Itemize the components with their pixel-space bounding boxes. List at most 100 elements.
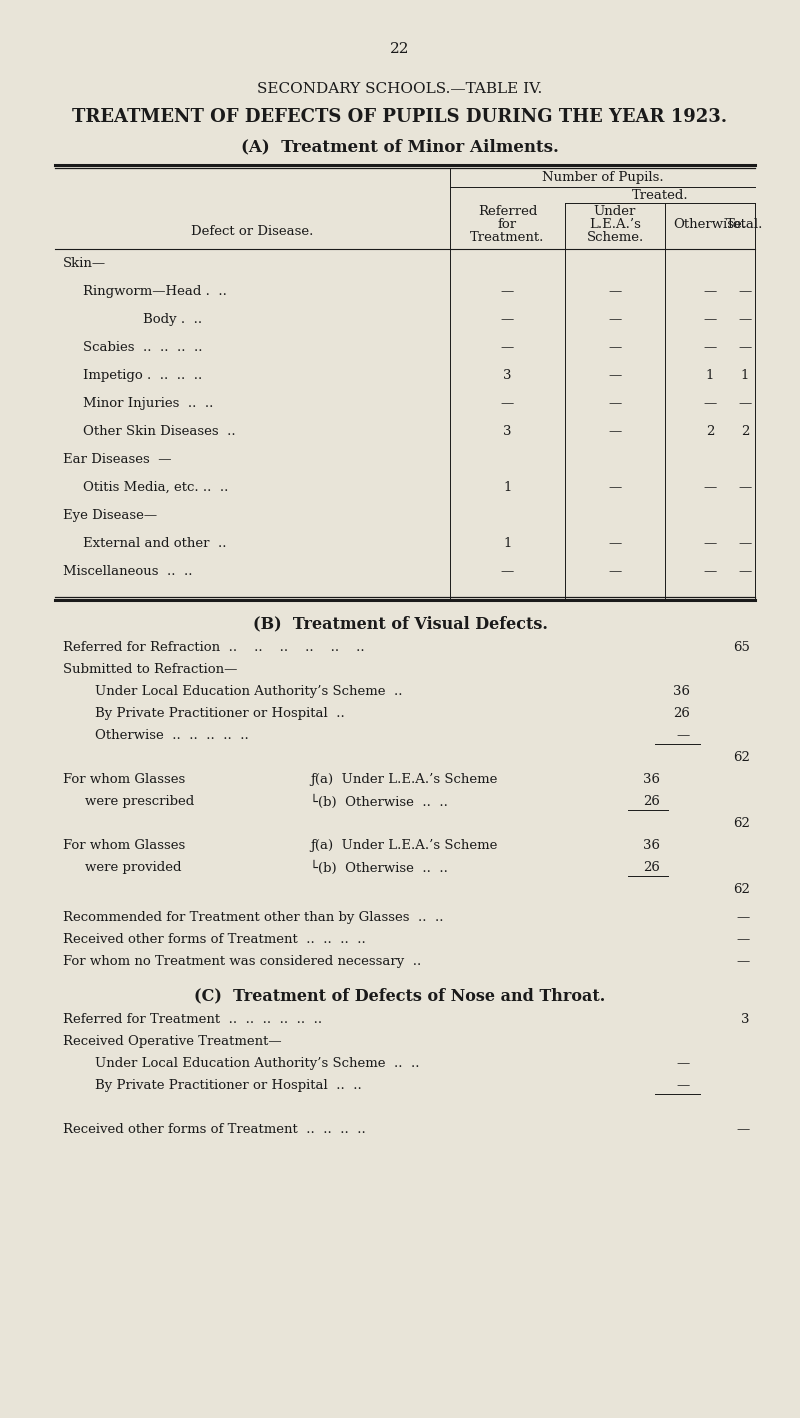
Text: 36: 36 — [643, 839, 660, 852]
Text: Under: Under — [594, 206, 636, 218]
Text: 62: 62 — [733, 752, 750, 764]
Text: —: — — [738, 481, 752, 493]
Text: Referred: Referred — [478, 206, 537, 218]
Text: Treatment.: Treatment. — [470, 231, 545, 244]
Text: By Private Practitioner or Hospital  ..: By Private Practitioner or Hospital .. — [95, 708, 345, 720]
Text: 36: 36 — [643, 773, 660, 786]
Text: —: — — [677, 1056, 690, 1071]
Text: —: — — [608, 313, 622, 326]
Text: 1: 1 — [503, 537, 512, 550]
Text: └(b)  Otherwise  ..  ..: └(b) Otherwise .. .. — [310, 861, 448, 875]
Text: 1: 1 — [706, 369, 714, 381]
Text: 26: 26 — [643, 861, 660, 873]
Text: —: — — [703, 564, 717, 579]
Text: —: — — [738, 313, 752, 326]
Text: —: — — [738, 537, 752, 550]
Text: —: — — [738, 340, 752, 354]
Text: —: — — [738, 285, 752, 298]
Text: (B)  Treatment of Visual Defects.: (B) Treatment of Visual Defects. — [253, 615, 547, 632]
Text: TREATMENT OF DEFECTS OF PUPILS DURING THE YEAR 1923.: TREATMENT OF DEFECTS OF PUPILS DURING TH… — [73, 108, 727, 126]
Text: Ringworm—Head .  ..: Ringworm—Head . .. — [83, 285, 227, 298]
Text: 26: 26 — [643, 795, 660, 808]
Text: —: — — [501, 397, 514, 410]
Text: 22: 22 — [390, 43, 410, 55]
Text: —: — — [703, 481, 717, 493]
Text: Otherwise  ..  ..  ..  ..  ..: Otherwise .. .. .. .. .. — [95, 729, 249, 742]
Text: Treated.: Treated. — [632, 189, 688, 201]
Text: 1: 1 — [741, 369, 749, 381]
Text: —: — — [737, 954, 750, 968]
Text: L.E.A.’s: L.E.A.’s — [589, 218, 641, 231]
Text: were provided: were provided — [85, 861, 182, 873]
Text: Recommended for Treatment other than by Glasses  ..  ..: Recommended for Treatment other than by … — [63, 910, 443, 925]
Text: ƒ(a)  Under L.E.A.’s Scheme: ƒ(a) Under L.E.A.’s Scheme — [310, 773, 498, 786]
Text: —: — — [737, 933, 750, 946]
Text: Referred for Refraction  ..    ..    ..    ..    ..    ..: Referred for Refraction .. .. .. .. .. .… — [63, 641, 365, 654]
Text: —: — — [703, 285, 717, 298]
Text: 3: 3 — [742, 1012, 750, 1027]
Text: Received other forms of Treatment  ..  ..  ..  ..: Received other forms of Treatment .. .. … — [63, 1123, 366, 1136]
Text: —: — — [608, 537, 622, 550]
Text: External and other  ..: External and other .. — [83, 537, 226, 550]
Text: —: — — [608, 425, 622, 438]
Text: —: — — [703, 313, 717, 326]
Text: —: — — [703, 397, 717, 410]
Text: Referred for Treatment  ..  ..  ..  ..  ..  ..: Referred for Treatment .. .. .. .. .. .. — [63, 1012, 322, 1027]
Text: For whom Glasses: For whom Glasses — [63, 773, 186, 786]
Text: SECONDARY SCHOOLS.—TABLE IV.: SECONDARY SCHOOLS.—TABLE IV. — [258, 82, 542, 96]
Text: 62: 62 — [733, 817, 750, 830]
Text: —: — — [737, 910, 750, 925]
Text: For whom Glasses: For whom Glasses — [63, 839, 186, 852]
Text: Body .  ..: Body . .. — [143, 313, 202, 326]
Text: 2: 2 — [741, 425, 749, 438]
Text: Impetigo .  ..  ..  ..: Impetigo . .. .. .. — [83, 369, 202, 381]
Text: 26: 26 — [673, 708, 690, 720]
Text: Otherwise.: Otherwise. — [674, 218, 746, 231]
Text: —: — — [737, 1123, 750, 1136]
Text: Scheme.: Scheme. — [586, 231, 644, 244]
Text: Other Skin Diseases  ..: Other Skin Diseases .. — [83, 425, 236, 438]
Text: —: — — [501, 285, 514, 298]
Text: Miscellaneous  ..  ..: Miscellaneous .. .. — [63, 564, 193, 579]
Text: —: — — [501, 340, 514, 354]
Text: Eye Disease—: Eye Disease— — [63, 509, 157, 522]
Text: —: — — [608, 285, 622, 298]
Text: 3: 3 — [503, 425, 512, 438]
Text: Total.: Total. — [726, 218, 764, 231]
Text: 65: 65 — [733, 641, 750, 654]
Text: Submitted to Refraction—: Submitted to Refraction— — [63, 664, 238, 676]
Text: 1: 1 — [503, 481, 512, 493]
Text: —: — — [703, 537, 717, 550]
Text: 2: 2 — [706, 425, 714, 438]
Text: Skin—: Skin— — [63, 257, 106, 269]
Text: —: — — [677, 1079, 690, 1092]
Text: —: — — [608, 481, 622, 493]
Text: (C)  Treatment of Defects of Nose and Throat.: (C) Treatment of Defects of Nose and Thr… — [194, 987, 606, 1004]
Text: 36: 36 — [673, 685, 690, 698]
Text: 3: 3 — [503, 369, 512, 381]
Text: were prescribed: were prescribed — [85, 795, 194, 808]
Text: Under Local Education Authority’s Scheme  ..  ..: Under Local Education Authority’s Scheme… — [95, 1056, 419, 1071]
Text: └(b)  Otherwise  ..  ..: └(b) Otherwise .. .. — [310, 795, 448, 810]
Text: Defect or Disease.: Defect or Disease. — [191, 225, 314, 238]
Text: —: — — [738, 397, 752, 410]
Text: Scabies  ..  ..  ..  ..: Scabies .. .. .. .. — [83, 340, 202, 354]
Text: For whom no Treatment was considered necessary  ..: For whom no Treatment was considered nec… — [63, 954, 422, 968]
Text: (A)  Treatment of Minor Ailments.: (A) Treatment of Minor Ailments. — [241, 138, 559, 155]
Text: —: — — [608, 564, 622, 579]
Text: ƒ(a)  Under L.E.A.’s Scheme: ƒ(a) Under L.E.A.’s Scheme — [310, 839, 498, 852]
Text: —: — — [677, 729, 690, 742]
Text: for: for — [498, 218, 517, 231]
Text: —: — — [738, 564, 752, 579]
Text: Ear Diseases  —: Ear Diseases — — [63, 452, 171, 467]
Text: Number of Pupils.: Number of Pupils. — [542, 172, 663, 184]
Text: Minor Injuries  ..  ..: Minor Injuries .. .. — [83, 397, 214, 410]
Text: Otitis Media, etc. ..  ..: Otitis Media, etc. .. .. — [83, 481, 228, 493]
Text: Received Operative Treatment—: Received Operative Treatment— — [63, 1035, 282, 1048]
Text: Under Local Education Authority’s Scheme  ..: Under Local Education Authority’s Scheme… — [95, 685, 402, 698]
Text: —: — — [501, 564, 514, 579]
Text: —: — — [608, 369, 622, 381]
Text: By Private Practitioner or Hospital  ..  ..: By Private Practitioner or Hospital .. .… — [95, 1079, 362, 1092]
Text: —: — — [608, 397, 622, 410]
Text: —: — — [501, 313, 514, 326]
